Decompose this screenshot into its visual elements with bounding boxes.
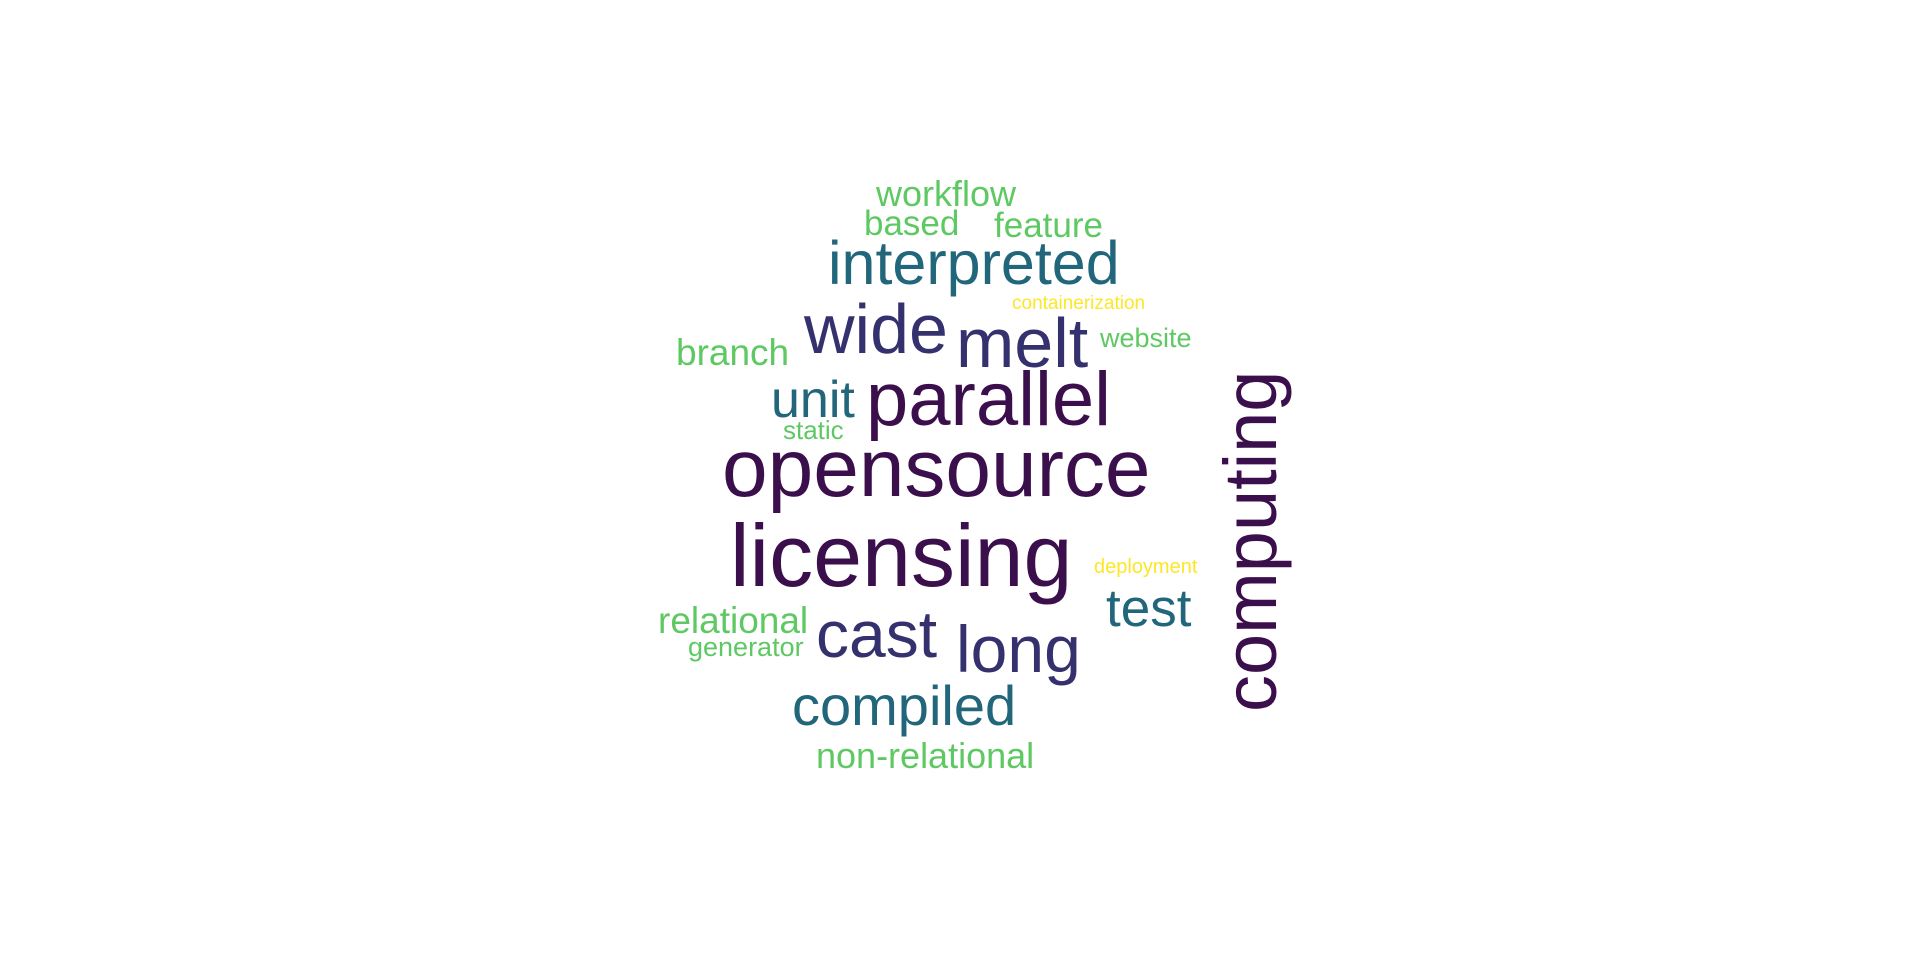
word-feature: feature <box>994 206 1103 245</box>
word-test: test <box>1106 579 1192 638</box>
word-opensource: opensource <box>722 423 1151 514</box>
word-containerization: containerization <box>1012 293 1146 314</box>
word-cast: cast <box>816 597 938 671</box>
word-branch: branch <box>676 332 790 373</box>
word-licensing: licensing <box>730 506 1073 605</box>
word-static: static <box>783 415 844 445</box>
word-generator: generator <box>688 632 804 662</box>
word-workflow: workflow <box>876 173 1017 214</box>
word-parallel: parallel <box>866 357 1112 442</box>
word-compiled: compiled <box>792 674 1017 737</box>
word-deployment: deployment <box>1094 556 1198 578</box>
word-interpreted: interpreted <box>828 229 1120 297</box>
word-website: website <box>1100 323 1192 353</box>
word-wide: wide <box>804 290 948 368</box>
word-relational: relational <box>658 600 809 641</box>
word-unit: unit <box>771 371 855 429</box>
word-computing: computing <box>1209 370 1292 712</box>
word-based: based <box>864 204 960 243</box>
word-non-relational: non-relational <box>816 735 1035 776</box>
word-melt: melt <box>956 304 1089 382</box>
word-long: long <box>956 612 1081 686</box>
